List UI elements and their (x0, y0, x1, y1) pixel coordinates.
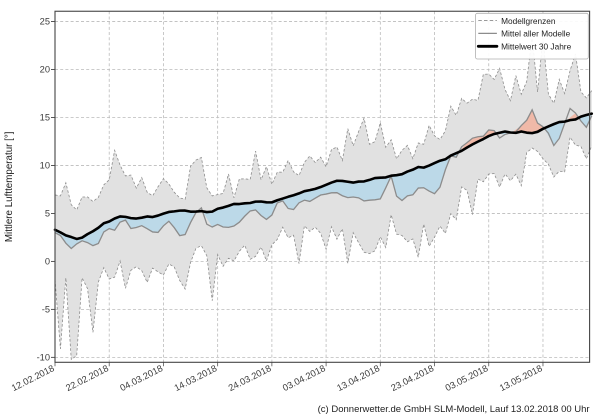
svg-text:10: 10 (40, 161, 50, 171)
svg-text:25: 25 (40, 17, 50, 27)
svg-text:Mittlere Lufttemperatur [°]: Mittlere Lufttemperatur [°] (4, 131, 15, 242)
svg-text:-10: -10 (37, 353, 50, 363)
svg-text:-5: -5 (42, 305, 50, 315)
svg-text:5: 5 (45, 209, 50, 219)
svg-text:Mittel aller Modelle: Mittel aller Modelle (501, 29, 571, 39)
svg-text:Mittelwert 30 Jahre: Mittelwert 30 Jahre (501, 42, 571, 52)
svg-text:20: 20 (40, 65, 50, 75)
svg-text:Modellgrenzen: Modellgrenzen (501, 16, 556, 26)
svg-text:0: 0 (45, 257, 50, 267)
svg-text:(c) Donnerwetter.de GmbH SLM-M: (c) Donnerwetter.de GmbH SLM-Modell, Lau… (318, 404, 590, 415)
svg-text:15: 15 (40, 113, 50, 123)
